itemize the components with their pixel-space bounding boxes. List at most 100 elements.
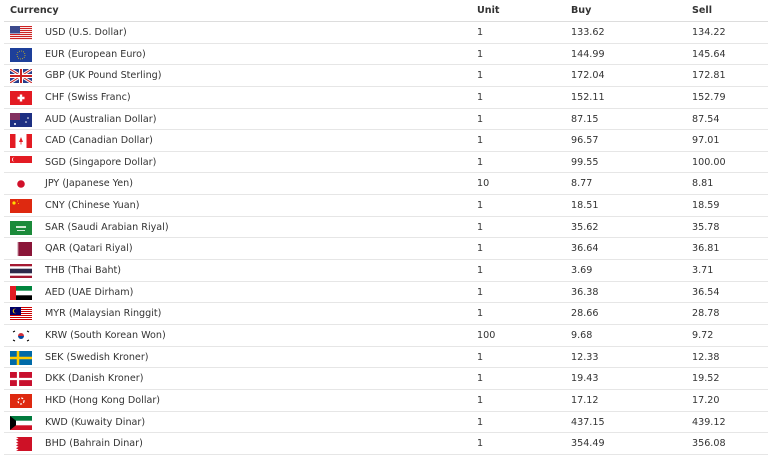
buy-rate: 152.11	[571, 91, 605, 103]
buy-rate: 12.33	[571, 351, 599, 363]
table-row: BHD (Bahrain Dinar) 1 354.49 356.08	[4, 433, 768, 455]
table-row: HKD (Hong Kong Dollar) 1 17.12 17.20	[4, 390, 768, 412]
table-row: CAD (Canadian Dollar) 1 96.57 97.01	[4, 130, 768, 152]
buy-rate: 99.55	[571, 156, 599, 168]
my-flag-icon	[10, 307, 32, 322]
unit-value: 1	[477, 438, 484, 450]
unit-value: 10	[477, 178, 490, 190]
currency-name: THB (Thai Baht)	[45, 265, 122, 277]
currency-name: SEK (Swedish Kroner)	[45, 351, 149, 363]
sell-rate: 28.78	[692, 308, 720, 320]
currency-name: GBP (UK Pound Sterling)	[45, 70, 162, 82]
buy-rate: 172.04	[571, 70, 605, 82]
sell-rate: 9.72	[692, 329, 714, 341]
unit-value: 1	[477, 243, 484, 255]
currency-name: KRW (South Korean Won)	[45, 329, 166, 341]
sell-rate: 134.22	[692, 27, 726, 38]
sell-rate: 152.79	[692, 91, 726, 103]
buy-rate: 133.62	[571, 27, 605, 38]
currency-name: CAD (Canadian Dollar)	[45, 135, 153, 147]
unit-value: 1	[477, 135, 484, 147]
header-sell: Sell	[692, 5, 712, 16]
unit-value: 1	[477, 286, 484, 298]
table-row: MYR (Malaysian Ringgit) 1 28.66 28.78	[4, 303, 768, 325]
unit-value: 1	[477, 156, 484, 168]
buy-rate: 36.64	[571, 243, 599, 255]
sell-rate: 3.71	[692, 265, 714, 277]
table-row: JPY (Japanese Yen) 10 8.77 8.81	[4, 173, 768, 196]
unit-value: 1	[477, 113, 484, 125]
table-row: SGD (Singapore Dollar) 1 99.55 100.00	[4, 151, 768, 174]
buy-rate: 35.62	[571, 221, 599, 233]
sell-rate: 12.38	[692, 351, 720, 363]
sell-rate: 439.12	[692, 416, 726, 428]
au-flag-icon	[10, 112, 32, 127]
table-row: KWD (Kuwaity Dinar) 1 437.15 439.12	[4, 411, 768, 434]
currency-name: JPY (Japanese Yen)	[45, 178, 133, 190]
currency-name: AED (UAE Dirham)	[45, 286, 134, 298]
buy-rate: 96.57	[571, 135, 599, 147]
buy-rate: 87.15	[571, 113, 599, 125]
th-flag-icon	[10, 264, 32, 279]
sa-flag-icon	[10, 220, 32, 235]
unit-value: 1	[477, 373, 484, 385]
table-row: AUD (Australian Dollar) 1 87.15 87.54	[4, 108, 768, 131]
unit-value: 1	[477, 416, 484, 428]
currency-name: AUD (Australian Dollar)	[45, 113, 157, 125]
sell-rate: 145.64	[692, 48, 726, 60]
table-row: SAR (Saudi Arabian Riyal) 1 35.62 35.78	[4, 217, 768, 239]
buy-rate: 437.15	[571, 416, 605, 428]
header-unit: Unit	[477, 5, 500, 16]
table-row: DKK (Danish Kroner) 1 19.43 19.52	[4, 368, 768, 390]
eu-flag-icon	[10, 47, 32, 62]
buy-rate: 18.51	[571, 200, 599, 212]
table-row: AED (UAE Dirham) 1 36.38 36.54	[4, 281, 768, 304]
table-row: EUR (European Euro) 1 144.99 145.64	[4, 44, 768, 66]
buy-rate: 3.69	[571, 265, 593, 277]
table-row: CHF (Swiss Franc) 1 152.11 152.79	[4, 87, 768, 109]
table-row: CNY (Chinese Yuan) 1 18.51 18.59	[4, 195, 768, 217]
buy-rate: 36.38	[571, 286, 599, 298]
unit-value: 1	[477, 70, 484, 82]
unit-value: 1	[477, 308, 484, 320]
currency-name: QAR (Qatari Riyal)	[45, 243, 133, 255]
exchange-rate-table: Currency Unit Buy Sell USD (U.S. Dollar)…	[4, 0, 768, 455]
currency-name: CHF (Swiss Franc)	[45, 91, 131, 103]
ch-flag-icon	[10, 90, 32, 105]
sell-rate: 36.54	[692, 286, 720, 298]
jp-flag-icon	[10, 177, 32, 192]
buy-rate: 17.12	[571, 394, 599, 406]
buy-rate: 8.77	[571, 178, 593, 190]
hk-flag-icon	[10, 393, 32, 408]
sg-flag-icon	[10, 155, 32, 170]
sell-rate: 17.20	[692, 394, 720, 406]
currency-name: KWD (Kuwaity Dinar)	[45, 416, 146, 428]
sell-rate: 8.81	[692, 178, 714, 190]
sell-rate: 97.01	[692, 135, 720, 147]
unit-value: 1	[477, 394, 484, 406]
buy-rate: 9.68	[571, 329, 593, 341]
header-currency: Currency	[10, 5, 59, 16]
unit-value: 1	[477, 200, 484, 212]
currency-name: USD (U.S. Dollar)	[45, 27, 127, 38]
sell-rate: 35.78	[692, 221, 720, 233]
buy-rate: 144.99	[571, 48, 605, 60]
unit-value: 1	[477, 265, 484, 277]
currency-name: SAR (Saudi Arabian Riyal)	[45, 221, 169, 233]
currency-name: DKK (Danish Kroner)	[45, 373, 144, 385]
bh-flag-icon	[10, 437, 32, 452]
ca-flag-icon	[10, 134, 32, 149]
table-header: Currency Unit Buy Sell	[4, 0, 768, 22]
uk-flag-icon	[10, 69, 32, 84]
sell-rate: 19.52	[692, 373, 720, 385]
currency-name: CNY (Chinese Yuan)	[45, 200, 140, 212]
table-row: USD (U.S. Dollar) 1 133.62 134.22	[4, 22, 768, 44]
us-flag-icon	[10, 26, 32, 40]
sell-rate: 100.00	[692, 156, 726, 168]
unit-value: 1	[477, 48, 484, 60]
unit-value: 1	[477, 221, 484, 233]
currency-name: MYR (Malaysian Ringgit)	[45, 308, 162, 320]
table-row: GBP (UK Pound Sterling) 1 172.04 172.81	[4, 65, 768, 87]
cn-flag-icon	[10, 199, 32, 214]
currency-name: SGD (Singapore Dollar)	[45, 156, 157, 168]
